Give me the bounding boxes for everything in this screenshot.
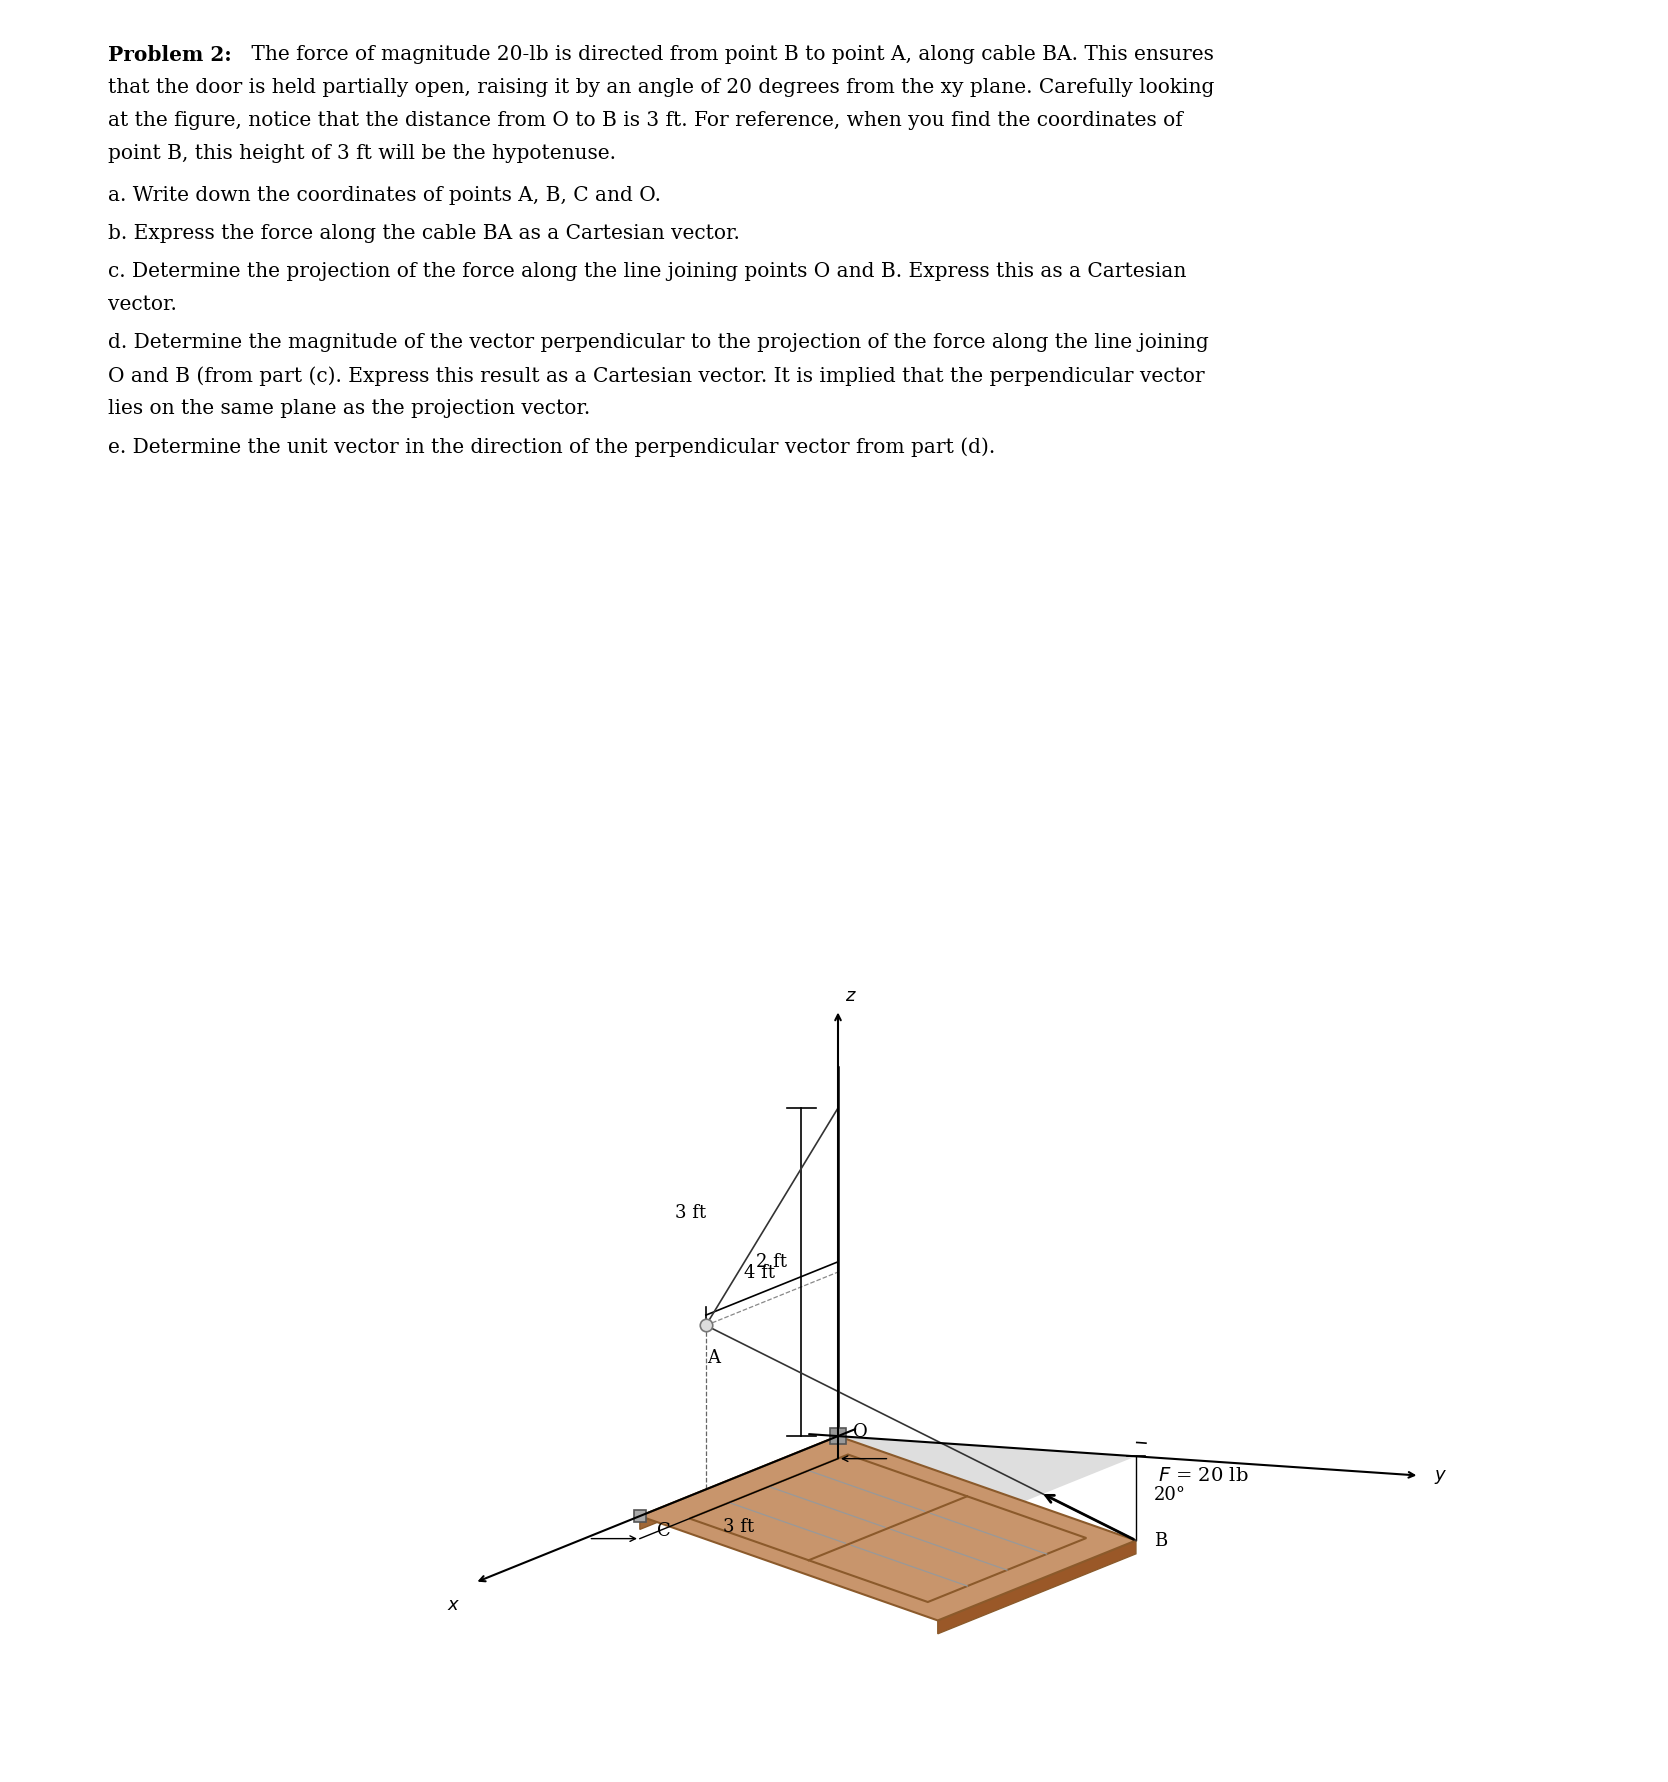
Text: 4 ft: 4 ft <box>744 1263 776 1281</box>
Polygon shape <box>641 1436 837 1529</box>
Text: c. Determine the projection of the force along the line joining points O and B. : c. Determine the projection of the force… <box>108 262 1188 282</box>
Text: C: C <box>657 1522 671 1540</box>
Text: $z$: $z$ <box>846 987 857 1005</box>
Text: e. Determine the unit vector in the direction of the perpendicular vector from p: e. Determine the unit vector in the dire… <box>108 437 996 456</box>
Text: b. Express the force along the cable BA as a Cartesian vector.: b. Express the force along the cable BA … <box>108 225 741 242</box>
Text: $x$: $x$ <box>447 1595 460 1613</box>
Text: A: A <box>707 1349 719 1367</box>
Text: 2 ft: 2 ft <box>757 1253 787 1271</box>
Text: lies on the same plane as the projection vector.: lies on the same plane as the projection… <box>108 399 590 419</box>
Text: The force of magnitude 20-lb is directed from point B to point A, along cable BA: The force of magnitude 20-lb is directed… <box>245 45 1214 64</box>
Text: 3 ft: 3 ft <box>676 1203 706 1221</box>
Text: a. Write down the coordinates of points A, B, C and O.: a. Write down the coordinates of points … <box>108 187 662 205</box>
Text: Problem 2:: Problem 2: <box>108 45 232 64</box>
Polygon shape <box>641 1436 1136 1536</box>
Text: $F$ = 20 lb: $F$ = 20 lb <box>1158 1467 1249 1484</box>
Polygon shape <box>641 1436 1136 1620</box>
Text: B: B <box>1154 1531 1168 1550</box>
Text: 3 ft: 3 ft <box>724 1516 754 1536</box>
Text: $y$: $y$ <box>1434 1467 1448 1484</box>
Text: at the figure, notice that the distance from O to B is 3 ft. For reference, when: at the figure, notice that the distance … <box>108 110 1183 130</box>
Text: that the door is held partially open, raising it by an angle of 20 degrees from : that the door is held partially open, ra… <box>108 77 1214 96</box>
Text: O and B (from part (c). Express this result as a Cartesian vector. It is implied: O and B (from part (c). Express this res… <box>108 365 1204 385</box>
Text: 20°: 20° <box>1154 1484 1186 1504</box>
Polygon shape <box>937 1541 1136 1634</box>
Text: vector.: vector. <box>108 296 177 314</box>
Text: O: O <box>852 1422 867 1440</box>
Text: d. Determine the magnitude of the vector perpendicular to the projection of the : d. Determine the magnitude of the vector… <box>108 333 1209 353</box>
Text: point B, this height of 3 ft will be the hypotenuse.: point B, this height of 3 ft will be the… <box>108 143 617 162</box>
